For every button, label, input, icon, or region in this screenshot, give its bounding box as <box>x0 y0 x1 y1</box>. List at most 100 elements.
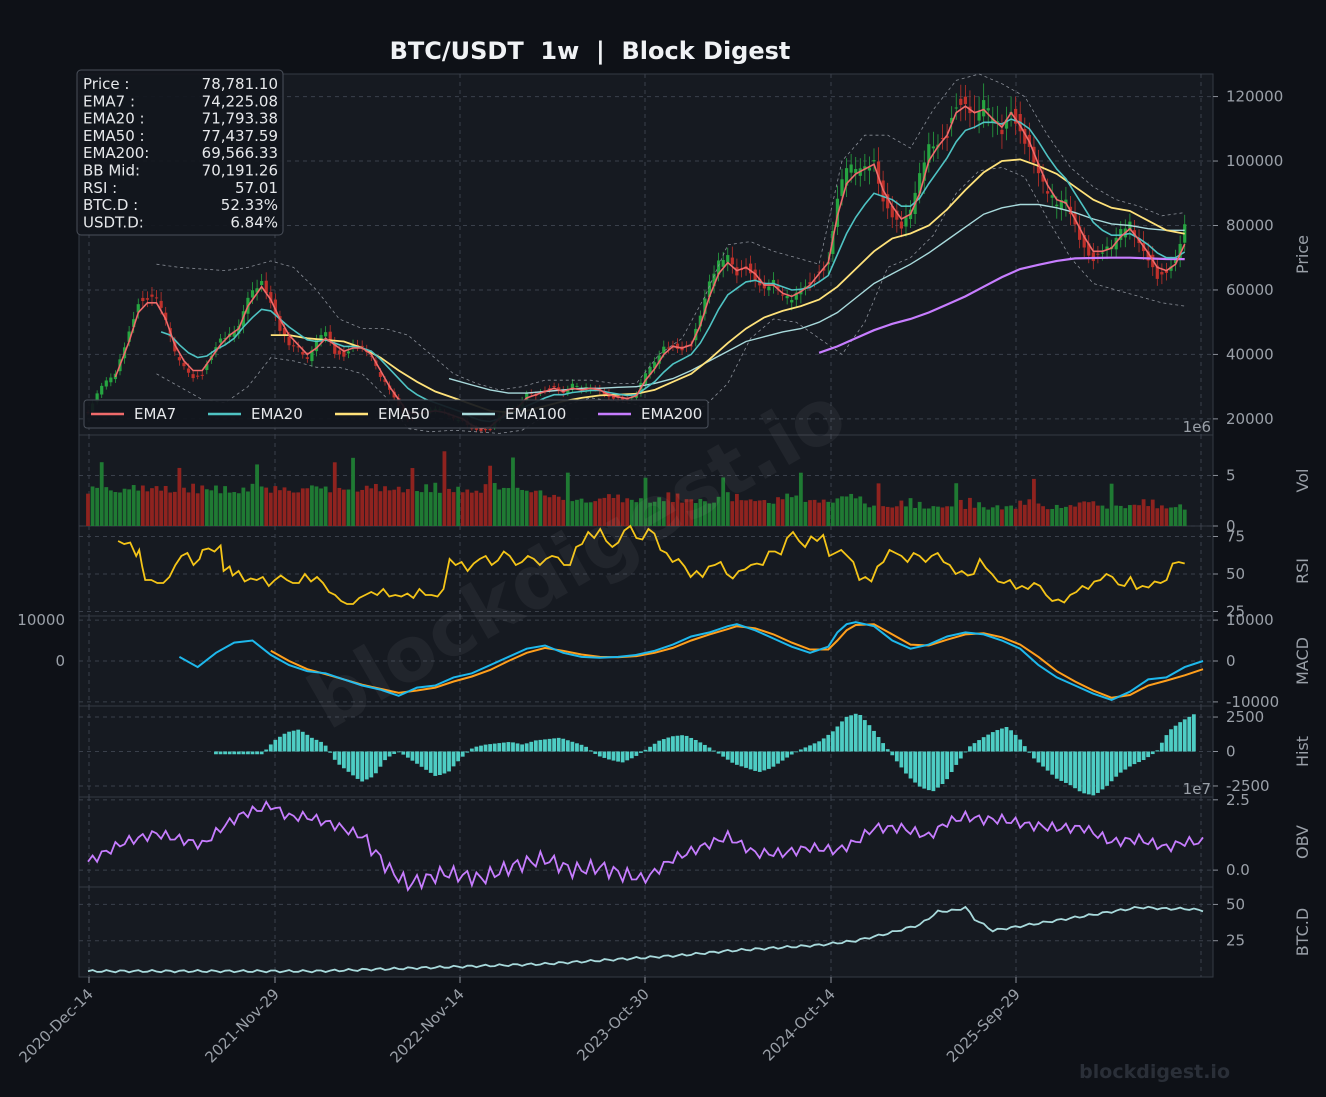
hist-bar <box>949 751 954 773</box>
volume-bar <box>223 486 227 526</box>
volume-bar <box>757 500 762 526</box>
line-ema7 <box>114 105 1186 430</box>
volume-bar <box>95 487 100 526</box>
hist-bar <box>780 751 785 761</box>
volume-bar <box>798 472 803 526</box>
volume-bar <box>1182 509 1187 526</box>
candle-body <box>945 135 949 138</box>
volume-bar <box>972 507 977 526</box>
macd-line <box>178 621 1204 701</box>
volume-bar <box>876 483 881 526</box>
hist-bar <box>757 751 762 772</box>
candle-body <box>1173 257 1178 264</box>
volume-bar <box>264 487 269 526</box>
hist-bar <box>570 741 575 752</box>
macd-left-tick-label: 0 <box>55 652 65 670</box>
hist-bar <box>524 743 529 752</box>
candle-body <box>310 350 314 362</box>
volume-bar <box>529 492 534 526</box>
hist-bar <box>241 751 246 755</box>
y-tick-label-volume: 5 <box>1226 466 1236 484</box>
candle-body <box>218 338 223 343</box>
volume-bar <box>319 488 323 526</box>
hist-bar <box>977 740 981 752</box>
hist-bar <box>355 751 360 779</box>
hist-bar <box>565 740 570 752</box>
legend <box>83 399 709 429</box>
y-tick-label-price: 60000 <box>1226 281 1274 299</box>
volume-bar <box>204 489 209 526</box>
hist-bar <box>762 751 767 771</box>
candle-body <box>301 351 305 355</box>
hist-bar <box>908 751 913 779</box>
hist-bar <box>433 751 438 776</box>
hist-bar <box>698 742 703 752</box>
hist-bar <box>1187 716 1192 752</box>
hist-bar <box>1123 751 1128 770</box>
candle-body <box>611 396 616 399</box>
volume-bar <box>465 489 470 526</box>
candle-body <box>342 351 346 357</box>
candle-body <box>712 273 716 287</box>
candle-body <box>648 366 652 375</box>
hist-bar <box>405 751 410 758</box>
hist-bar <box>1050 751 1055 775</box>
volume-bar <box>657 497 662 526</box>
volume-bar <box>501 487 506 526</box>
volume-bar <box>625 498 630 526</box>
hist-bar <box>611 751 616 761</box>
volume-bar <box>310 485 314 526</box>
volume-bar <box>1000 509 1004 526</box>
hist-bar <box>1169 729 1173 752</box>
volume-bar <box>780 499 785 526</box>
volume-bar <box>1178 504 1183 526</box>
hist-bar <box>885 749 890 752</box>
volume-bar <box>1109 483 1114 526</box>
candle-body <box>840 179 844 196</box>
y-tick-label-obv: 2.5 <box>1226 791 1250 809</box>
candle-body <box>904 217 908 227</box>
volume-bar <box>241 487 246 526</box>
candle-body <box>780 294 785 296</box>
volume-bar <box>415 491 419 526</box>
volume-bar <box>689 499 694 526</box>
hist-bar <box>1073 751 1077 789</box>
info-label: EMA20 : <box>83 110 145 128</box>
hist-bar <box>529 741 534 752</box>
hist-bar <box>926 751 931 791</box>
volume-bar <box>830 502 835 526</box>
hist-bar <box>716 751 721 754</box>
hist-bar <box>497 743 502 752</box>
hist-bar <box>346 751 351 772</box>
hist-bar <box>675 735 680 752</box>
volume-bar <box>172 491 177 526</box>
volume-bar <box>323 486 328 526</box>
hist-bar <box>255 751 259 755</box>
volume-bar <box>858 496 863 526</box>
candle-body <box>273 299 277 316</box>
hist-bar <box>1018 739 1023 752</box>
volume-bar <box>794 495 799 526</box>
volume-bar <box>214 485 218 526</box>
info-value: 52.33% <box>221 196 278 214</box>
volume-bar <box>1150 499 1155 526</box>
volume-bar <box>1164 508 1169 526</box>
candle-body <box>305 357 309 359</box>
volume-bar <box>287 490 291 526</box>
hist-bar <box>552 738 557 752</box>
info-label: EMA50 : <box>83 127 145 145</box>
volume-bar <box>469 492 474 526</box>
candle-body <box>767 286 771 290</box>
info-label: RSI : <box>83 179 117 197</box>
candle-body <box>1064 199 1068 205</box>
volume-bar <box>748 499 753 526</box>
volume-bar <box>1100 505 1105 526</box>
hist-bar <box>913 751 918 783</box>
hist-bar <box>1041 751 1045 767</box>
volume-bar <box>561 499 566 526</box>
candle-body <box>1132 230 1137 235</box>
hist-bar <box>657 740 662 752</box>
candle-body <box>817 271 821 273</box>
volume-bar <box>671 501 675 526</box>
volume-bar <box>163 485 168 526</box>
